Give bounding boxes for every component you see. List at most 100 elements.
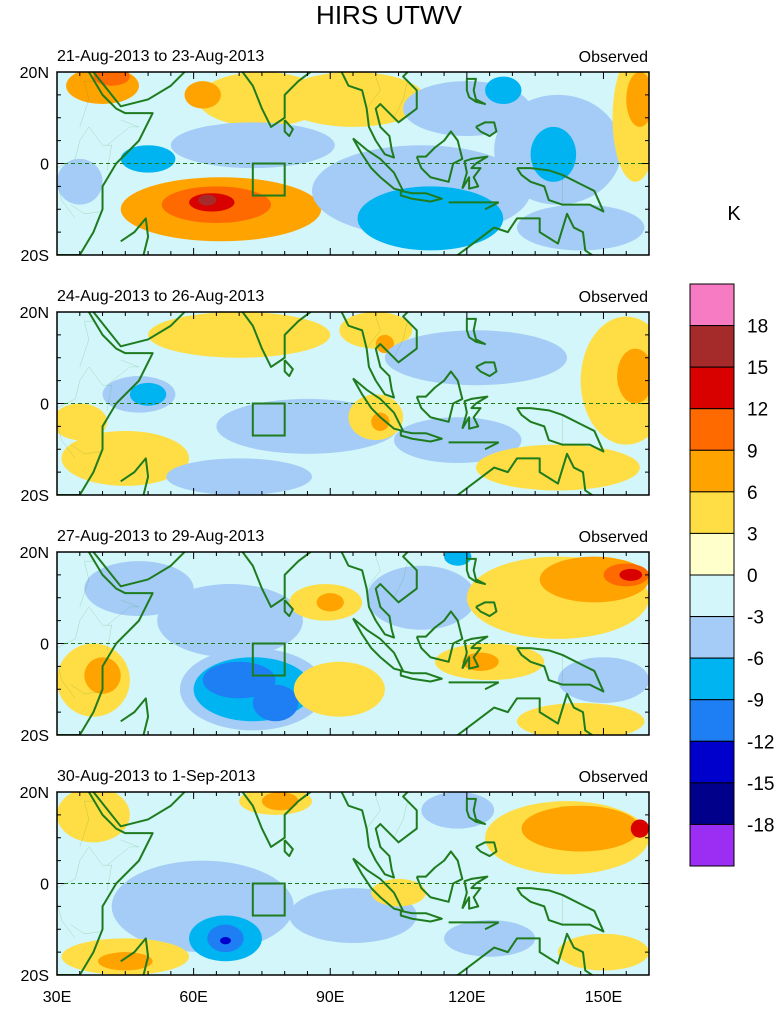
y-tick-label: 0 (40, 397, 49, 414)
country-border (107, 120, 139, 145)
x-tick-label: 90E (316, 989, 344, 1006)
coastline (517, 168, 604, 211)
coastline (317, 547, 417, 637)
coastline (353, 138, 403, 191)
coastline (476, 362, 496, 376)
coastline (401, 911, 442, 922)
colorbar-swatch (689, 532, 735, 576)
anomaly-contour (384, 330, 568, 386)
anomaly-contour (444, 920, 536, 957)
colorbar-swatch (689, 366, 735, 410)
x-tick-label: 120E (448, 989, 485, 1006)
y-tick-label: 20S (21, 728, 49, 745)
coastline (353, 378, 403, 431)
coastline (121, 458, 148, 495)
coastline (467, 529, 474, 543)
coastline (517, 408, 604, 451)
panel-period-label: 30-Aug-2013 to 1-Sep-2013 (57, 768, 255, 785)
anomaly-contour (462, 652, 499, 671)
x-tick-label: 30E (43, 989, 71, 1006)
country-border (394, 561, 408, 598)
anomaly-contour (366, 565, 476, 630)
anomaly-contour (220, 937, 231, 945)
coastline (467, 49, 474, 63)
coastline (121, 698, 148, 735)
y-tick-label: 20N (20, 65, 49, 82)
region-box (251, 642, 286, 677)
coastline (467, 289, 474, 303)
coastline (417, 131, 463, 181)
anomaly-field (57, 529, 649, 735)
country-border (394, 801, 408, 838)
map-panel: 20N 0 20S 24-Aug-2013 to 26-Aug-2013 Observe… (20, 288, 650, 505)
coastline (285, 840, 293, 856)
country-border (80, 561, 94, 607)
country-border (339, 54, 344, 68)
anomaly-field (57, 778, 649, 975)
colorbar-swatch (689, 616, 735, 659)
colorbar-swatch (689, 574, 735, 618)
coastline (517, 888, 604, 931)
coastline (285, 120, 293, 136)
country-border (367, 557, 381, 589)
coastline (93, 552, 184, 586)
panel-period-label: 24-Aug-2013 to 26-Aug-2013 (57, 288, 264, 305)
coastline (462, 637, 487, 669)
colorbar-level-label: 6 (747, 483, 758, 504)
coastline (417, 851, 463, 901)
colorbar-level-label: -6 (747, 649, 764, 670)
coastline (93, 792, 184, 826)
coastline (485, 922, 499, 929)
country-border (80, 801, 94, 847)
panel-period-label: 27-Aug-2013 to 29-Aug-2013 (57, 528, 264, 545)
anomaly-contour (580, 316, 649, 445)
panel-observed-label: Observed (579, 289, 648, 306)
country-border (80, 81, 94, 127)
country-border (339, 294, 344, 308)
coastline (121, 938, 148, 975)
y-tick-label: 20N (20, 545, 49, 562)
x-tick-label: 150E (585, 989, 622, 1006)
anomaly-contour (617, 348, 649, 404)
coastline (412, 778, 453, 792)
anomaly-contour (371, 878, 426, 907)
map-panels: 20N 0 20S 21-Aug-2013 to 23-Aug-2013 Observe… (20, 48, 650, 985)
country-border (80, 321, 94, 367)
colorbar: K 18 15 12 9 6 3 0 -3 -6 -9 -12 -15 -18 (689, 203, 774, 867)
colorbar-level-label: 18 (747, 317, 768, 338)
anomaly-contour (202, 661, 276, 699)
y-tick-label: 20S (21, 248, 49, 265)
anomaly-contour (339, 312, 413, 349)
colorbar-unit-label: K (727, 203, 741, 225)
coastline (57, 792, 153, 975)
country-border (71, 925, 103, 934)
country-border (57, 367, 112, 459)
country-border (394, 81, 408, 118)
coastline (485, 202, 499, 209)
anomaly-contour (97, 952, 153, 971)
coastline (467, 799, 485, 824)
country-border (107, 360, 139, 385)
country-border (107, 840, 139, 865)
anomaly-contour (293, 661, 385, 717)
colorbar-level-label: 15 (747, 358, 768, 379)
country-border (71, 445, 103, 454)
region-box (251, 162, 286, 197)
coastline (412, 58, 453, 72)
region-box (251, 882, 286, 917)
anomaly-contour (630, 819, 649, 838)
coastline (317, 307, 417, 397)
colorbar-level-label: -9 (747, 691, 764, 712)
map-panel: 20N 0 20S 27-Aug-2013 to 29-Aug-2013 Observe… (20, 528, 650, 745)
anomaly-field (57, 289, 649, 495)
coastline (353, 618, 403, 671)
anomaly-contour (530, 126, 577, 182)
y-tick-label: 20N (20, 305, 49, 322)
coastline (401, 671, 442, 682)
coastline (467, 559, 485, 584)
anomaly-contour (485, 76, 522, 105)
coastline (476, 122, 496, 136)
colorbar-level-label: 3 (747, 524, 758, 545)
anomaly-contour (475, 444, 640, 491)
